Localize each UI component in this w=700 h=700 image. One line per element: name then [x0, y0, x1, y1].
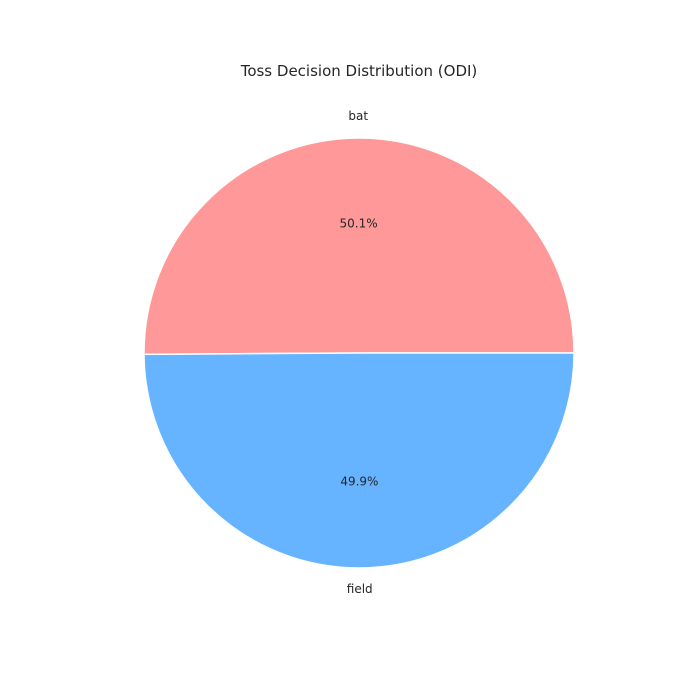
- slice-label-field: field: [347, 582, 373, 596]
- pie-slice-bat: [143, 137, 575, 356]
- percent-label-bat: 50.1%: [340, 217, 378, 231]
- pie-slice-field: [143, 352, 575, 569]
- percent-label-field: 49.9%: [340, 474, 378, 488]
- pie-slices: [143, 137, 575, 569]
- slice-label-bat: bat: [348, 109, 368, 123]
- pie-labels: bat 50.1% field 49.9%: [340, 109, 379, 596]
- chart-title: Toss Decision Distribution (ODI): [240, 62, 478, 80]
